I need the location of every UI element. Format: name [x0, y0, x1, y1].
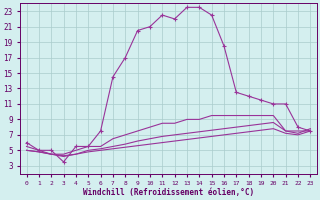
- X-axis label: Windchill (Refroidissement éolien,°C): Windchill (Refroidissement éolien,°C): [83, 188, 254, 197]
